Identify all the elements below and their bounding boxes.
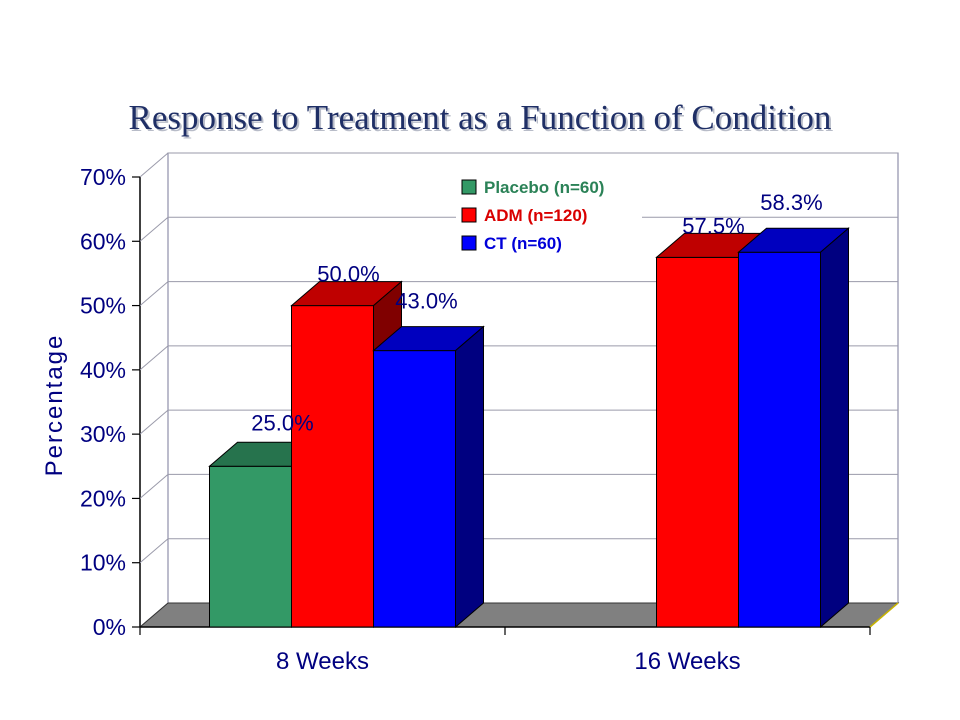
x-tick-label: 16 Weeks xyxy=(634,648,740,675)
legend-swatch xyxy=(461,235,477,251)
bar xyxy=(737,227,850,629)
gridline-side xyxy=(139,216,169,242)
data-label: 58.3% xyxy=(760,190,822,215)
gridline-side xyxy=(139,345,169,371)
data-label: 25.0% xyxy=(251,410,313,435)
legend-swatch xyxy=(461,207,477,223)
data-label: 43.0% xyxy=(395,289,457,314)
y-tick-label: 40% xyxy=(80,357,126,383)
bar-front xyxy=(656,256,739,628)
gridline-side xyxy=(139,409,169,435)
legend-swatch xyxy=(461,179,477,195)
gridline-side xyxy=(139,474,169,499)
gridline-side xyxy=(139,152,169,178)
data-label: 57.5% xyxy=(682,213,744,238)
bar-side xyxy=(820,227,849,629)
x-axis: 8 Weeks 16 Weeks xyxy=(139,627,871,675)
bar-side xyxy=(455,325,484,629)
y-tick-label: 60% xyxy=(80,228,126,254)
bar-front xyxy=(373,350,456,628)
gridline-side xyxy=(139,281,169,306)
bar-front xyxy=(738,251,821,628)
legend-entry: Placebo (n=60) xyxy=(484,178,604,197)
bar-front xyxy=(291,305,374,628)
bar xyxy=(372,325,485,629)
legend-box xyxy=(456,170,642,264)
y-tick-label: 70% xyxy=(80,164,126,190)
data-labels: 25.0% 50.0% 43.0% 57.5% 58.3% xyxy=(251,190,822,435)
chart-title: Response to Treatment as a Function of C… xyxy=(128,98,832,137)
y-axis-label: Percentage xyxy=(41,334,68,477)
legend-entry: CT (n=60) xyxy=(484,234,562,253)
y-axis: 0% 10% 20% 30% 40% 50% 60% 70% xyxy=(80,164,140,640)
y-tick-label: 0% xyxy=(93,614,126,640)
gridline-side xyxy=(139,538,169,564)
bars xyxy=(208,227,850,629)
y-tick-label: 50% xyxy=(80,293,126,319)
y-tick-label: 30% xyxy=(80,421,126,447)
x-tick-label: 8 Weeks xyxy=(276,648,369,675)
data-label: 50.0% xyxy=(317,262,379,287)
legend-entry: ADM (n=120) xyxy=(484,206,587,225)
y-tick-label: 20% xyxy=(80,485,126,511)
bar-front xyxy=(209,465,292,628)
floor-edge xyxy=(869,602,899,628)
y-tick-label: 10% xyxy=(80,550,126,576)
legend: Placebo (n=60) ADM (n=120) CT (n=60) xyxy=(456,170,642,264)
